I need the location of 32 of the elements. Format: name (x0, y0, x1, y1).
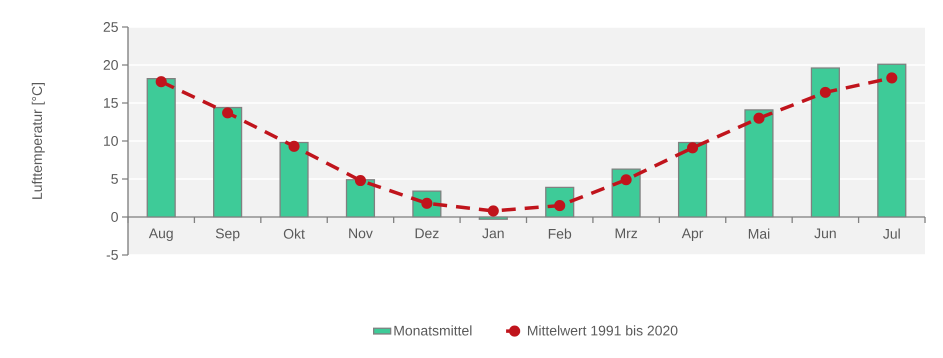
x-tick-label: Mai (748, 228, 770, 239)
y-tick-label: 15 (104, 98, 118, 108)
point (687, 142, 698, 154)
y-tick-label: -5 (106, 250, 118, 260)
point (753, 112, 765, 124)
x-tick-label: Feb (548, 228, 572, 239)
x-tick-label: Okt (284, 228, 305, 239)
y-tick-label: 25 (104, 22, 118, 32)
x-tick-label: Nov (349, 228, 373, 238)
point (886, 72, 898, 84)
x-tick-label: Apr (682, 228, 704, 242)
legend-label: Monatsmittel (394, 325, 472, 336)
point (222, 107, 234, 118)
point (156, 76, 167, 88)
x-tick-label: Jan (482, 228, 504, 238)
y-axis-title: Lufttemperatur [°C] (32, 83, 45, 199)
x-tick-label: Sep (216, 228, 240, 242)
x-tick-label: Aug (148, 228, 173, 242)
x-tick-label: Jul (883, 228, 900, 239)
point (354, 174, 366, 186)
x-tick-label: Mrz (616, 228, 638, 238)
y-tick-label: 20 (104, 60, 118, 70)
legend-label: Mittelwert 1991 bis 2020 (528, 325, 678, 336)
point (820, 86, 831, 98)
point (288, 140, 300, 152)
y-tick-label: 0 (111, 212, 118, 222)
y-tick-label: 5 (111, 174, 118, 184)
y-tick-label: 10 (104, 136, 118, 146)
point (620, 174, 632, 186)
x-tick-label: Jun (814, 228, 836, 238)
point (488, 205, 499, 216)
x-tick-label: Dez (416, 228, 439, 238)
